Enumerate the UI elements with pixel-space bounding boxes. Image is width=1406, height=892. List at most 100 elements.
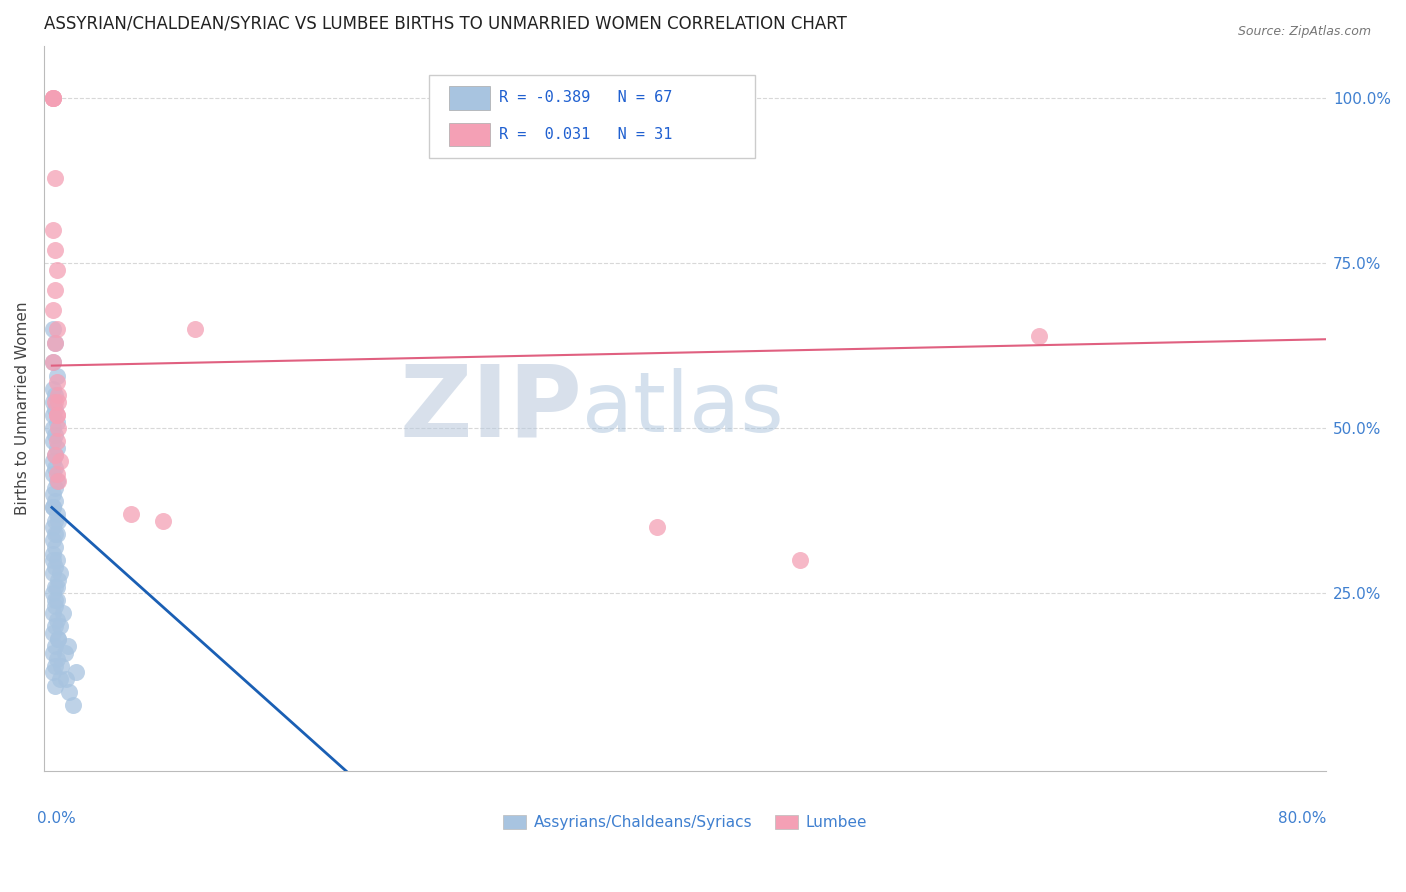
Point xyxy=(42,302,65,317)
Legend: Assyrians/Chaldeans/Syriacs, Lumbee: Assyrians/Chaldeans/Syriacs, Lumbee xyxy=(496,809,873,837)
Text: atlas: atlas xyxy=(582,368,785,449)
Point xyxy=(44,448,66,462)
Point xyxy=(42,91,65,105)
Point xyxy=(1028,329,1050,343)
Point xyxy=(52,606,75,620)
Point xyxy=(44,428,66,442)
Point xyxy=(46,421,69,435)
Point xyxy=(51,658,73,673)
Point xyxy=(42,355,65,369)
Point xyxy=(56,639,79,653)
Point xyxy=(44,283,66,297)
Point xyxy=(44,170,66,185)
Point xyxy=(42,91,65,105)
Point xyxy=(42,454,65,468)
Point xyxy=(45,441,67,455)
Point xyxy=(45,580,67,594)
Point xyxy=(42,553,65,567)
Point xyxy=(62,698,84,713)
Text: 80.0%: 80.0% xyxy=(1278,811,1326,826)
Point xyxy=(184,322,207,336)
Text: 0.0%: 0.0% xyxy=(38,811,76,826)
Point xyxy=(46,395,69,409)
Point xyxy=(45,434,67,449)
Point xyxy=(45,322,67,336)
Point xyxy=(42,382,65,396)
Point xyxy=(44,559,66,574)
Point xyxy=(42,408,65,422)
FancyBboxPatch shape xyxy=(449,87,491,110)
Point xyxy=(42,520,65,534)
Point xyxy=(49,672,72,686)
Point xyxy=(42,395,65,409)
Point xyxy=(45,553,67,567)
Point xyxy=(44,526,66,541)
Point xyxy=(46,514,69,528)
Point xyxy=(152,514,174,528)
Point xyxy=(42,467,65,482)
Point xyxy=(645,520,668,534)
Point xyxy=(42,487,65,501)
Point xyxy=(45,507,67,521)
Text: Source: ZipAtlas.com: Source: ZipAtlas.com xyxy=(1237,25,1371,38)
Point xyxy=(44,679,66,693)
Point xyxy=(42,322,65,336)
Point xyxy=(44,592,66,607)
Point xyxy=(46,632,69,647)
Point xyxy=(42,434,65,449)
Point xyxy=(42,355,65,369)
Point xyxy=(42,223,65,237)
Point xyxy=(44,461,66,475)
Point xyxy=(45,592,67,607)
Point xyxy=(49,454,72,468)
Point xyxy=(46,573,69,587)
Point xyxy=(44,388,66,402)
Point xyxy=(44,619,66,633)
Point xyxy=(44,243,66,257)
Point xyxy=(45,526,67,541)
Point xyxy=(42,625,65,640)
Point xyxy=(49,566,72,581)
Point xyxy=(65,665,87,680)
Point xyxy=(44,395,66,409)
Point xyxy=(42,566,65,581)
Point xyxy=(44,335,66,350)
Text: R =  0.031   N = 31: R = 0.031 N = 31 xyxy=(499,127,672,142)
Point xyxy=(45,375,67,389)
Point xyxy=(45,408,67,422)
Point xyxy=(45,474,67,488)
Point xyxy=(44,580,66,594)
Text: R = -0.389   N = 67: R = -0.389 N = 67 xyxy=(499,90,672,105)
Point xyxy=(46,474,69,488)
Point xyxy=(44,335,66,350)
Point xyxy=(42,500,65,515)
Point xyxy=(58,685,80,699)
Point xyxy=(42,533,65,548)
Point xyxy=(42,665,65,680)
Point xyxy=(45,408,67,422)
Point xyxy=(44,658,66,673)
Point xyxy=(42,646,65,660)
Point xyxy=(44,401,66,416)
Point xyxy=(44,599,66,614)
Point xyxy=(42,606,65,620)
Text: ZIP: ZIP xyxy=(399,360,582,457)
Point xyxy=(42,91,65,105)
Point xyxy=(45,368,67,383)
Point xyxy=(45,613,67,627)
Point xyxy=(44,448,66,462)
Point xyxy=(45,263,67,277)
Point xyxy=(42,547,65,561)
Point xyxy=(789,553,811,567)
FancyBboxPatch shape xyxy=(429,75,755,158)
Point xyxy=(46,388,69,402)
Point xyxy=(42,91,65,105)
FancyBboxPatch shape xyxy=(449,122,491,145)
Point xyxy=(53,646,76,660)
Point xyxy=(44,639,66,653)
Point xyxy=(42,421,65,435)
Point xyxy=(44,540,66,554)
Y-axis label: Births to Unmarried Women: Births to Unmarried Women xyxy=(15,301,30,516)
Text: ASSYRIAN/CHALDEAN/SYRIAC VS LUMBEE BIRTHS TO UNMARRIED WOMEN CORRELATION CHART: ASSYRIAN/CHALDEAN/SYRIAC VS LUMBEE BIRTH… xyxy=(44,15,846,33)
Point xyxy=(44,481,66,495)
